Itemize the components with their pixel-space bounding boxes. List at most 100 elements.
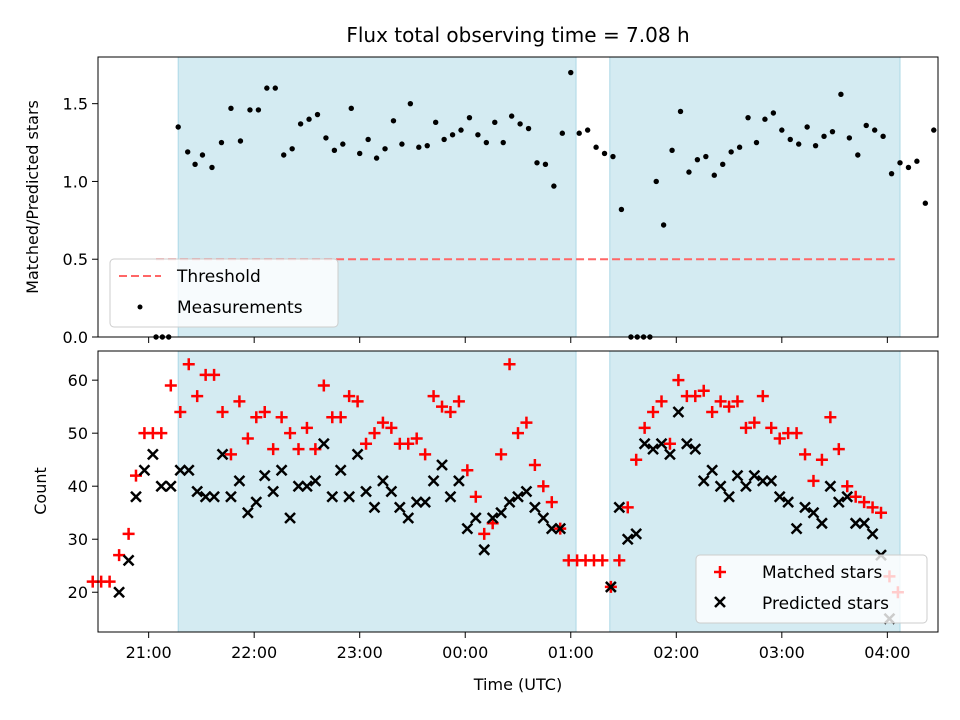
matched-star-marker: [756, 390, 769, 403]
predicted-star-marker: [503, 496, 516, 508]
measurement-point: [610, 153, 616, 160]
matched-star-marker: [596, 554, 609, 567]
y-tick-label: 50: [68, 424, 88, 443]
measurement-point: [796, 141, 802, 147]
predicted-star-marker: [866, 528, 879, 540]
bottom-x-ticks: 21:00 22:00 23:00 00:00 01:00 02:00 03:00 04:00: [126, 632, 910, 662]
y-tick-label: 60: [68, 371, 88, 390]
measurement-point: [517, 121, 523, 127]
matched-star-marker: [815, 453, 828, 466]
predicted-star-marker: [655, 437, 668, 450]
measurement-point: [175, 124, 181, 130]
predicted-star-marker: [630, 528, 643, 540]
x-tick-label: 22:00: [231, 643, 277, 662]
observing-intervals: [177, 56, 901, 338]
measurement-point: [399, 141, 405, 147]
matched-star-marker: [832, 443, 845, 456]
matched-star-marker: [714, 395, 727, 408]
matched-star-marker: [512, 427, 524, 440]
predicted-star-marker: [191, 485, 204, 498]
matched-star-marker: [689, 390, 702, 403]
matched-star-marker: [284, 427, 297, 440]
measurement-point: [905, 164, 912, 171]
predicted-star-marker: [832, 496, 845, 508]
predicted-star-marker: [841, 490, 854, 503]
predicted-star-marker: [393, 501, 406, 514]
predicted-star-marker: [241, 506, 254, 519]
y-tick-label: 20: [68, 583, 88, 602]
matched-star-marker: [849, 490, 862, 503]
matched-star-marker: [621, 501, 634, 514]
matched-star-marker: [267, 443, 280, 456]
predicted-star-marker: [714, 480, 727, 493]
measurement-point: [314, 111, 321, 118]
matched-star-marker: [103, 575, 116, 588]
x-axis-label: Time (UTC): [473, 675, 562, 694]
measurement-point: [804, 124, 810, 130]
matched-star-marker: [436, 400, 449, 413]
measurement-point: [686, 169, 692, 175]
measurement-point: [483, 139, 490, 146]
matched-star-marker: [376, 416, 389, 429]
matched-star-marker: [174, 405, 187, 418]
matched-star-marker: [469, 490, 482, 503]
measurements-legend-swatch: [137, 304, 143, 310]
predicted-star-marker: [773, 490, 786, 503]
matched-star-marker: [368, 427, 381, 440]
matched-star-marker: [520, 416, 533, 429]
predicted-star-marker: [402, 512, 415, 524]
measurement-point: [551, 183, 557, 189]
measurement-point: [897, 160, 903, 166]
matched-star-marker: [419, 448, 432, 461]
measurement-point: [711, 172, 717, 178]
measurement-point: [703, 153, 709, 160]
y-tick-label: 0.0: [63, 328, 88, 347]
measurement-point: [534, 160, 540, 166]
matched-star-marker: [841, 480, 854, 493]
measurement-point: [348, 105, 354, 112]
x-tick-label: 23:00: [337, 643, 383, 662]
measurement-point: [593, 144, 599, 150]
matched-star-marker: [858, 496, 871, 509]
measurement-point: [863, 122, 869, 129]
bottom-legend: Matched stars Predicted stars: [695, 554, 928, 624]
measurement-point: [888, 170, 895, 177]
matched-star-marker: [824, 411, 837, 424]
matched-star-marker: [292, 443, 305, 456]
measurement-point: [787, 136, 793, 143]
matched-star-marker: [706, 405, 719, 418]
matched-stars-legend-label: Matched stars: [762, 563, 882, 583]
predicted-stars-legend-swatch: [714, 596, 726, 608]
predicted-star-marker: [545, 522, 558, 535]
measurement-point: [272, 85, 278, 91]
measurement-point: [821, 133, 827, 140]
predicted-star-marker: [537, 512, 550, 524]
predicted-star-marker: [604, 581, 617, 593]
predicted-star-marker: [453, 475, 465, 487]
predicted-star-marker: [672, 406, 685, 418]
x-tick-label: 01:00: [548, 643, 594, 662]
matched-star-marker: [402, 437, 415, 450]
measurement-point: [770, 110, 777, 116]
predicted-star-marker: [621, 533, 634, 546]
matched-star-marker: [799, 448, 812, 461]
measurement-point: [880, 133, 886, 140]
top-legend: Threshold Measurements: [109, 258, 339, 328]
y-tick-label: 40: [68, 477, 88, 496]
measurement-point: [192, 161, 198, 168]
matched-star-marker: [866, 501, 879, 514]
predicted-star-marker: [444, 490, 457, 503]
matched-star-marker: [343, 390, 356, 403]
measurement-point: [357, 150, 363, 157]
matched-star-marker: [697, 384, 710, 397]
chart-title: Flux total observing time = 7.08 h: [346, 23, 689, 47]
matched-star-marker: [545, 496, 558, 509]
predicted-star-marker: [334, 464, 347, 477]
matched-stars-legend-swatch: [714, 566, 726, 578]
measurement-point: [247, 107, 253, 113]
predicted-star-marker: [250, 496, 263, 508]
top-x-ticks: [148, 337, 888, 343]
measurement-point: [199, 152, 206, 158]
measurement-point: [525, 125, 532, 132]
measurement-point: [500, 139, 506, 146]
